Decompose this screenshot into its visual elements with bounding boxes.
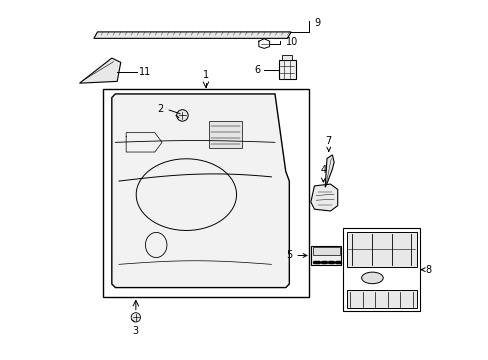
Text: 11: 11 (139, 67, 151, 77)
Bar (102, 89, 308, 297)
Circle shape (131, 313, 140, 322)
Text: 1: 1 (203, 69, 208, 80)
Polygon shape (80, 58, 121, 83)
Bar (310, 246, 341, 265)
Bar (278, 60, 295, 80)
Polygon shape (310, 184, 337, 211)
Circle shape (176, 110, 188, 121)
Bar (343, 228, 419, 311)
Text: 2: 2 (157, 104, 163, 114)
Bar (282, 55, 292, 60)
Bar (209, 121, 241, 148)
Text: 5: 5 (285, 251, 306, 261)
Text: 3: 3 (133, 326, 139, 336)
Text: 7: 7 (325, 136, 331, 151)
Text: 9: 9 (314, 18, 320, 28)
Text: 4: 4 (320, 165, 326, 182)
Text: 10: 10 (285, 37, 297, 47)
Text: 8: 8 (421, 265, 431, 275)
Polygon shape (94, 32, 290, 39)
Bar (312, 247, 339, 256)
Bar (346, 232, 416, 267)
Ellipse shape (361, 272, 383, 284)
Polygon shape (112, 94, 289, 288)
Polygon shape (325, 155, 333, 187)
Bar (346, 290, 416, 308)
Text: 6: 6 (254, 64, 260, 75)
